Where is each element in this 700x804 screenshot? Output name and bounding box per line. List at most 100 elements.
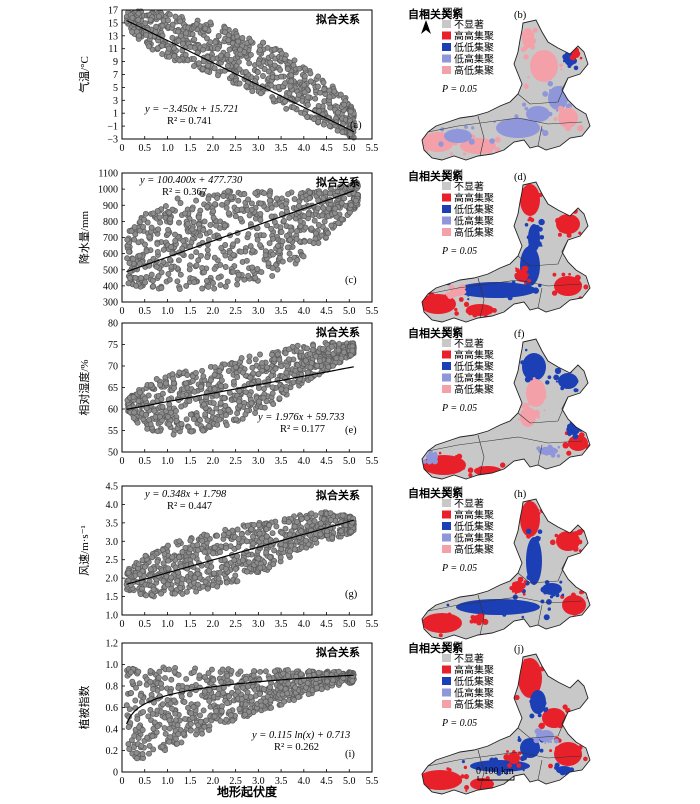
data-point bbox=[244, 683, 251, 690]
data-point bbox=[225, 210, 232, 217]
data-point bbox=[269, 384, 276, 391]
cluster-speckle bbox=[506, 750, 509, 753]
data-point bbox=[235, 58, 242, 65]
x-tick-label: 0.5 bbox=[138, 619, 151, 630]
data-point bbox=[288, 542, 295, 549]
data-point bbox=[193, 197, 200, 204]
data-point bbox=[147, 421, 154, 428]
data-point bbox=[304, 101, 311, 108]
data-point bbox=[165, 542, 171, 549]
data-point bbox=[256, 47, 263, 54]
legend-swatch bbox=[442, 205, 451, 213]
data-point bbox=[198, 190, 205, 197]
data-point bbox=[223, 422, 230, 429]
x-tick-label: 2.0 bbox=[207, 143, 220, 154]
data-point bbox=[318, 232, 325, 239]
data-point bbox=[302, 224, 309, 231]
cluster-speckle bbox=[538, 701, 542, 705]
data-point bbox=[278, 229, 285, 236]
data-point bbox=[168, 244, 175, 250]
cluster-speckle bbox=[509, 586, 514, 591]
data-point bbox=[348, 121, 355, 128]
cluster-speckle bbox=[523, 83, 529, 89]
data-point bbox=[173, 408, 179, 414]
cluster-speckle bbox=[529, 713, 535, 719]
data-point bbox=[165, 413, 171, 420]
data-point bbox=[191, 388, 198, 395]
data-point bbox=[247, 38, 254, 45]
data-point bbox=[258, 269, 265, 276]
data-point bbox=[286, 531, 293, 538]
data-point bbox=[235, 688, 241, 695]
cluster-speckle bbox=[539, 390, 542, 394]
legend-label: 高低集聚 bbox=[454, 543, 494, 556]
legend-label: 低高集聚 bbox=[454, 53, 494, 66]
data-point bbox=[246, 559, 252, 566]
cluster-speckle bbox=[449, 152, 454, 156]
data-point bbox=[291, 697, 297, 704]
data-point bbox=[242, 711, 249, 718]
x-tick-label: 0.5 bbox=[138, 306, 151, 317]
data-point bbox=[234, 683, 240, 690]
cluster-speckle bbox=[567, 595, 574, 602]
data-point bbox=[242, 411, 249, 418]
data-point bbox=[239, 369, 246, 376]
data-point bbox=[286, 214, 293, 221]
cluster-speckle bbox=[521, 266, 527, 271]
x-tick-label: 0.5 bbox=[138, 776, 151, 787]
cluster-speckle bbox=[534, 395, 541, 402]
data-point bbox=[326, 123, 333, 129]
cluster-speckle bbox=[454, 307, 458, 312]
x-tick-label: 4.5 bbox=[320, 143, 333, 154]
cluster-speckle bbox=[522, 102, 527, 107]
data-point bbox=[218, 383, 224, 389]
data-point bbox=[218, 377, 225, 384]
data-point bbox=[230, 241, 237, 248]
cluster-speckle bbox=[560, 68, 563, 71]
data-point bbox=[268, 213, 275, 220]
cluster-speckle bbox=[511, 280, 516, 285]
data-point bbox=[147, 678, 154, 685]
cluster-speckle bbox=[464, 785, 470, 790]
data-point bbox=[135, 561, 142, 568]
data-point bbox=[319, 345, 326, 352]
cluster-speckle bbox=[458, 297, 464, 302]
cluster-speckle bbox=[419, 305, 422, 308]
data-point bbox=[271, 62, 278, 69]
data-point bbox=[308, 510, 315, 517]
cluster-speckle bbox=[524, 348, 528, 352]
cluster-speckle bbox=[553, 374, 560, 381]
data-point bbox=[348, 528, 355, 535]
data-point bbox=[235, 398, 242, 405]
legend-swatch bbox=[442, 20, 451, 28]
x-tick-label: 1.5 bbox=[184, 776, 197, 787]
x-tick-label: 0.5 bbox=[138, 143, 151, 154]
data-point bbox=[138, 275, 144, 281]
cluster-speckle bbox=[455, 128, 460, 133]
cluster-speckle bbox=[568, 433, 571, 437]
legend-swatch bbox=[442, 545, 451, 553]
data-point bbox=[341, 101, 348, 108]
data-point bbox=[210, 280, 216, 287]
cluster-speckle bbox=[560, 97, 567, 103]
x-tick-label: 5.0 bbox=[343, 619, 356, 630]
data-point bbox=[197, 417, 203, 424]
data-point bbox=[328, 222, 335, 229]
cluster-speckle bbox=[572, 378, 579, 385]
data-point bbox=[166, 276, 173, 283]
data-point bbox=[283, 105, 290, 112]
data-point bbox=[135, 398, 142, 404]
data-point bbox=[297, 218, 304, 225]
data-point bbox=[249, 247, 256, 254]
data-point bbox=[179, 549, 186, 555]
data-point bbox=[143, 274, 150, 280]
legend-swatch bbox=[442, 499, 451, 507]
cluster-patch bbox=[522, 353, 546, 381]
data-point bbox=[284, 690, 291, 697]
data-point bbox=[211, 713, 218, 720]
data-point bbox=[262, 698, 269, 705]
data-point bbox=[225, 407, 232, 414]
data-point bbox=[215, 274, 222, 281]
cluster-speckle bbox=[567, 64, 572, 68]
data-point bbox=[202, 25, 209, 32]
